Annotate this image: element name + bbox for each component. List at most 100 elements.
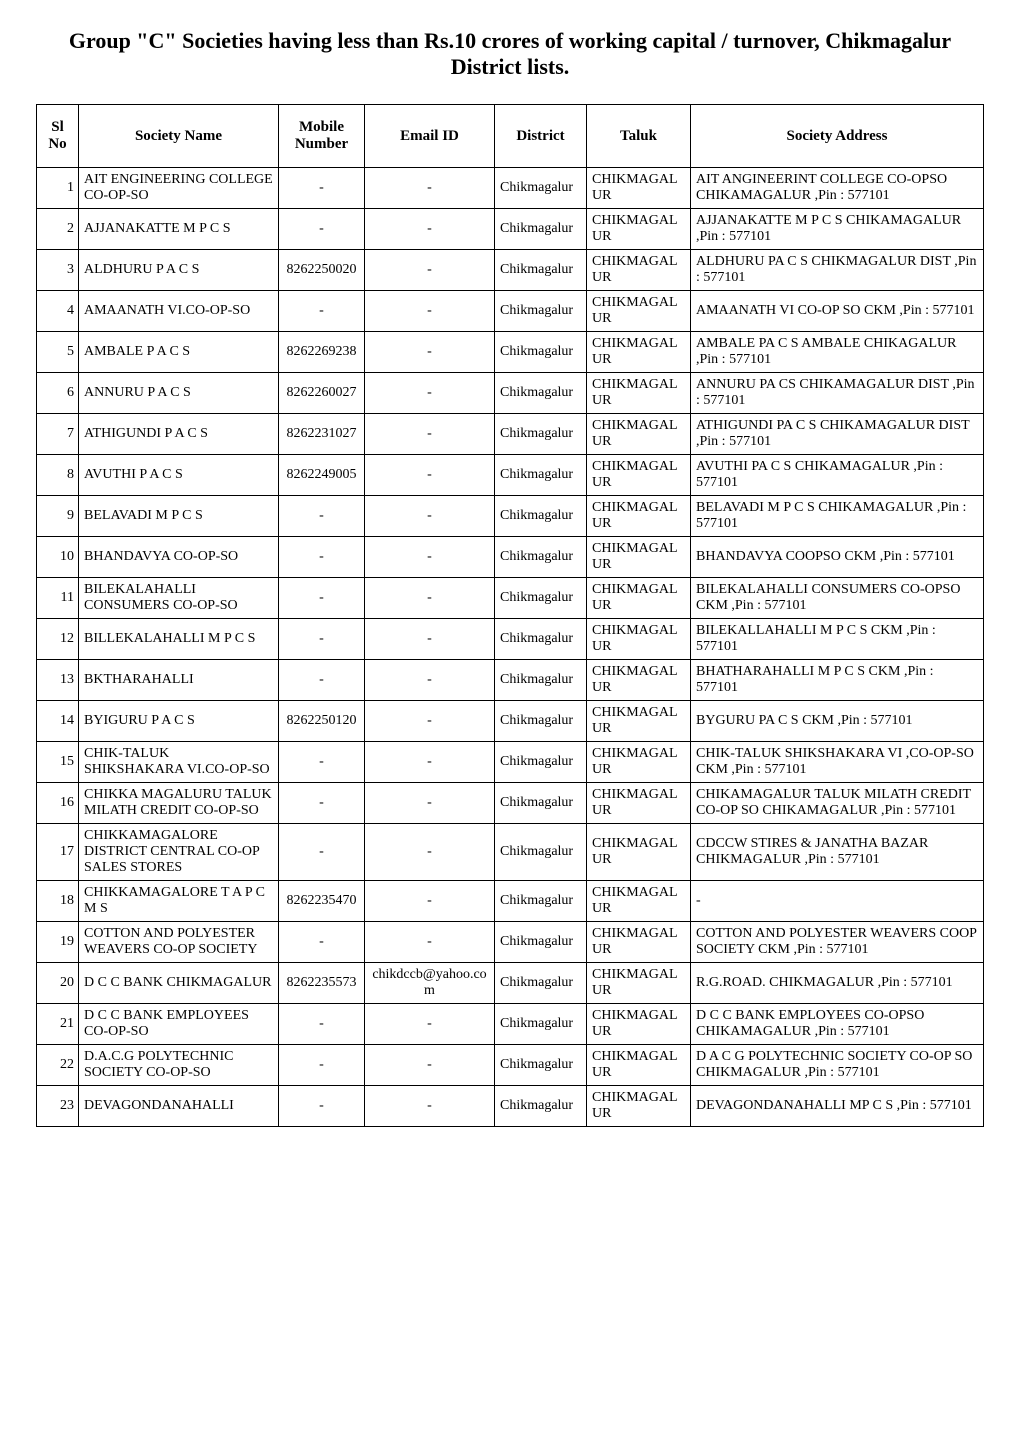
- cell-slno: 15: [37, 742, 79, 783]
- table-row: 9BELAVADI M P C S--ChikmagalurCHIKMAGALU…: [37, 496, 984, 537]
- cell-email: -: [365, 660, 495, 701]
- cell-name: BKTHARAHALLI: [79, 660, 279, 701]
- cell-address: BELAVADI M P C S CHIKAMAGALUR ,Pin : 577…: [691, 496, 984, 537]
- cell-email: -: [365, 250, 495, 291]
- cell-mobile: -: [279, 291, 365, 332]
- cell-address: AMBALE PA C S AMBALE CHIKAGALUR ,Pin : 5…: [691, 332, 984, 373]
- cell-address: CHIK-TALUK SHIKSHAKARA VI ,CO-OP-SO CKM …: [691, 742, 984, 783]
- cell-email: -: [365, 455, 495, 496]
- table-row: 13BKTHARAHALLI--ChikmagalurCHIKMAGALURBH…: [37, 660, 984, 701]
- cell-mobile: -: [279, 209, 365, 250]
- cell-name: AMAANATH VI.CO-OP-SO: [79, 291, 279, 332]
- cell-address: BILEKALLAHALLI M P C S CKM ,Pin : 577101: [691, 619, 984, 660]
- cell-slno: 14: [37, 701, 79, 742]
- table-row: 1AIT ENGINEERING COLLEGE CO-OP-SO--Chikm…: [37, 168, 984, 209]
- cell-taluk: CHIKMAGALUR: [587, 824, 691, 881]
- cell-email: -: [365, 619, 495, 660]
- cell-district: Chikmagalur: [495, 250, 587, 291]
- cell-email: -: [365, 922, 495, 963]
- cell-name: CHIK-TALUK SHIKSHAKARA VI.CO-OP-SO: [79, 742, 279, 783]
- cell-district: Chikmagalur: [495, 332, 587, 373]
- cell-email: -: [365, 701, 495, 742]
- cell-email: -: [365, 783, 495, 824]
- cell-email: -: [365, 824, 495, 881]
- cell-address: D A C G POLYTECHNIC SOCIETY CO-OP SO CHI…: [691, 1045, 984, 1086]
- cell-slno: 6: [37, 373, 79, 414]
- cell-email: -: [365, 291, 495, 332]
- cell-mobile: -: [279, 1045, 365, 1086]
- table-row: 7ATHIGUNDI P A C S8262231027-Chikmagalur…: [37, 414, 984, 455]
- cell-taluk: CHIKMAGALUR: [587, 922, 691, 963]
- cell-slno: 23: [37, 1086, 79, 1127]
- table-row: 15CHIK-TALUK SHIKSHAKARA VI.CO-OP-SO--Ch…: [37, 742, 984, 783]
- cell-district: Chikmagalur: [495, 578, 587, 619]
- cell-mobile: -: [279, 168, 365, 209]
- col-email: Email ID: [365, 105, 495, 168]
- document-page: Group "C" Societies having less than Rs.…: [0, 0, 1020, 1147]
- cell-email: -: [365, 537, 495, 578]
- table-row: 16CHIKKA MAGALURU TALUK MILATH CREDIT CO…: [37, 783, 984, 824]
- cell-email: -: [365, 332, 495, 373]
- cell-slno: 9: [37, 496, 79, 537]
- col-address: Society Address: [691, 105, 984, 168]
- cell-name: BILLEKALAHALLI M P C S: [79, 619, 279, 660]
- cell-district: Chikmagalur: [495, 742, 587, 783]
- cell-email: -: [365, 578, 495, 619]
- table-row: 4AMAANATH VI.CO-OP-SO--ChikmagalurCHIKMA…: [37, 291, 984, 332]
- cell-slno: 5: [37, 332, 79, 373]
- cell-name: AMBALE P A C S: [79, 332, 279, 373]
- cell-slno: 12: [37, 619, 79, 660]
- cell-mobile: 8262249005: [279, 455, 365, 496]
- cell-district: Chikmagalur: [495, 496, 587, 537]
- cell-name: CHIKKAMAGALORE DISTRICT CENTRAL CO-OP SA…: [79, 824, 279, 881]
- cell-district: Chikmagalur: [495, 1004, 587, 1045]
- cell-district: Chikmagalur: [495, 922, 587, 963]
- cell-address: AJJANAKATTE M P C S CHIKAMAGALUR ,Pin : …: [691, 209, 984, 250]
- col-taluk: Taluk: [587, 105, 691, 168]
- cell-district: Chikmagalur: [495, 1086, 587, 1127]
- cell-name: AVUTHI P A C S: [79, 455, 279, 496]
- cell-address: ALDHURU PA C S CHIKMAGALUR DIST ,Pin : 5…: [691, 250, 984, 291]
- cell-email: -: [365, 742, 495, 783]
- cell-slno: 10: [37, 537, 79, 578]
- table-row: 19COTTON AND POLYESTER WEAVERS CO-OP SOC…: [37, 922, 984, 963]
- cell-taluk: CHIKMAGALUR: [587, 578, 691, 619]
- cell-email: -: [365, 1004, 495, 1045]
- societies-table: Sl No Society Name Mobile Number Email I…: [36, 104, 984, 1127]
- cell-district: Chikmagalur: [495, 619, 587, 660]
- table-row: 22D.A.C.G POLYTECHNIC SOCIETY CO-OP-SO--…: [37, 1045, 984, 1086]
- cell-slno: 7: [37, 414, 79, 455]
- cell-address: -: [691, 881, 984, 922]
- table-row: 11BILEKALAHALLI CONSUMERS CO-OP-SO--Chik…: [37, 578, 984, 619]
- cell-name: CHIKKA MAGALURU TALUK MILATH CREDIT CO-O…: [79, 783, 279, 824]
- cell-address: AMAANATH VI CO-OP SO CKM ,Pin : 577101: [691, 291, 984, 332]
- cell-email: -: [365, 496, 495, 537]
- table-row: 6ANNURU P A C S8262260027-ChikmagalurCHI…: [37, 373, 984, 414]
- cell-name: BHANDAVYA CO-OP-SO: [79, 537, 279, 578]
- col-district: District: [495, 105, 587, 168]
- cell-mobile: 8262250020: [279, 250, 365, 291]
- cell-address: BHANDAVYA COOPSO CKM ,Pin : 577101: [691, 537, 984, 578]
- cell-email: -: [365, 168, 495, 209]
- cell-mobile: -: [279, 783, 365, 824]
- cell-district: Chikmagalur: [495, 209, 587, 250]
- cell-district: Chikmagalur: [495, 963, 587, 1004]
- cell-taluk: CHIKMAGALUR: [587, 332, 691, 373]
- cell-name: ANNURU P A C S: [79, 373, 279, 414]
- col-slno: Sl No: [37, 105, 79, 168]
- cell-name: BELAVADI M P C S: [79, 496, 279, 537]
- table-header: Sl No Society Name Mobile Number Email I…: [37, 105, 984, 168]
- cell-name: BYIGURU P A C S: [79, 701, 279, 742]
- cell-taluk: CHIKMAGALUR: [587, 881, 691, 922]
- cell-taluk: CHIKMAGALUR: [587, 660, 691, 701]
- cell-district: Chikmagalur: [495, 373, 587, 414]
- cell-mobile: -: [279, 1086, 365, 1127]
- cell-mobile: -: [279, 922, 365, 963]
- cell-district: Chikmagalur: [495, 537, 587, 578]
- table-row: 21D C C BANK EMPLOYEES CO-OP-SO--Chikmag…: [37, 1004, 984, 1045]
- col-society-name: Society Name: [79, 105, 279, 168]
- col-mobile: Mobile Number: [279, 105, 365, 168]
- cell-email: -: [365, 414, 495, 455]
- cell-name: ATHIGUNDI P A C S: [79, 414, 279, 455]
- cell-slno: 20: [37, 963, 79, 1004]
